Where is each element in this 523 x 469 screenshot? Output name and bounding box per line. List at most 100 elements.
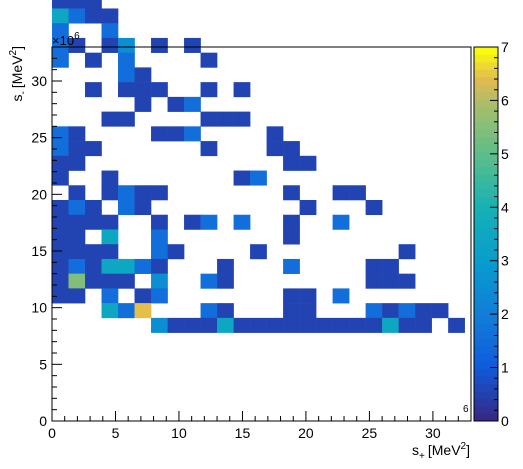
heatmap-cell: [415, 317, 432, 333]
heatmap-cell: [52, 258, 69, 274]
palette-swatch: [474, 226, 498, 235]
heatmap-cell: [52, 126, 69, 142]
palette-swatch: [474, 144, 498, 153]
x-tick-label: 0: [48, 425, 56, 441]
palette-swatch: [474, 308, 498, 317]
heatmap-cell: [184, 96, 201, 112]
heatmap-cell: [118, 200, 135, 216]
heatmap-cell: [299, 317, 317, 333]
plot-frame: [51, 46, 472, 422]
z-tick-label: 4: [501, 199, 509, 215]
heatmap-cell: [52, 288, 69, 304]
palette-swatch: [474, 91, 498, 100]
heatmap-cell: [118, 111, 135, 127]
heatmap-cell: [68, 244, 86, 260]
heatmap-cell: [151, 244, 168, 260]
heatmap-cell: [200, 82, 218, 98]
x-tick-label: 15: [235, 425, 251, 441]
palette-swatch: [474, 196, 498, 205]
heatmap-cell: [151, 214, 168, 230]
heatmap-cell: [200, 141, 218, 157]
heatmap-cell: [134, 258, 152, 274]
palette-swatch: [474, 271, 498, 280]
palette-swatch: [474, 398, 498, 407]
palette-swatch: [474, 69, 498, 78]
z-tick-label: 6: [501, 92, 509, 108]
palette-swatch: [474, 331, 498, 340]
heatmap-cell: [52, 52, 69, 68]
y-tick-label: 20: [31, 186, 47, 202]
palette-swatch: [474, 76, 498, 85]
heatmap-cells: [52, 0, 465, 333]
heatmap-cell: [134, 288, 152, 304]
heatmap-cell: [184, 214, 201, 230]
heatmap-cell: [52, 141, 69, 157]
heatmap-cell: [101, 185, 119, 201]
heatmap-cell: [85, 82, 102, 98]
palette-swatch: [474, 256, 498, 265]
heatmap-cell: [52, 0, 69, 9]
heatmap-cell: [167, 317, 185, 333]
y-axis-label: s-[MeV2]: [8, 46, 29, 101]
heatmap-cell: [332, 214, 350, 230]
heatmap-cell: [85, 273, 102, 289]
heatmap-cell: [85, 8, 102, 24]
heatmap-cell: [68, 8, 86, 24]
palette-frame: [473, 46, 499, 422]
heatmap-cell: [101, 37, 119, 53]
heatmap-cell: [85, 258, 102, 274]
palette-swatch: [474, 211, 498, 220]
heatmap-cell: [316, 317, 333, 333]
z-tick-label: 3: [501, 253, 509, 269]
heatmap-cell: [283, 229, 300, 245]
heatmap-cell: [101, 288, 119, 304]
palette-swatch: [474, 84, 498, 93]
palette-swatch: [474, 383, 498, 392]
palette-swatch: [474, 234, 498, 242]
y-tick-label: 5: [39, 356, 47, 372]
x-tick-label: 30: [425, 425, 441, 441]
heatmap-cell: [184, 317, 201, 333]
heatmap-cell: [68, 141, 86, 157]
heatmap-cell: [151, 185, 168, 201]
heatmap-cell: [151, 317, 168, 333]
palette-swatch: [474, 129, 498, 138]
x-axis-label: s+ [MeV2]: [412, 441, 470, 462]
heatmap-cell: [233, 214, 251, 230]
heatmap-cell: [184, 126, 201, 142]
heatmap-cell: [283, 155, 300, 171]
heatmap-cell: [68, 185, 86, 201]
heatmap-cell: [283, 185, 300, 201]
heatmap-cell: [365, 317, 383, 333]
palette-swatch: [474, 61, 498, 70]
heatmap-cell: [200, 317, 218, 333]
palette-swatch: [474, 151, 498, 160]
heatmap-cell: [68, 155, 86, 171]
heatmap-cell: [101, 229, 119, 245]
heatmap-cell: [382, 303, 399, 319]
color-palette: 0 1 2 3 4 5 6 7: [473, 39, 509, 429]
palette-swatch: [474, 406, 498, 414]
x-tick-label: 25: [362, 425, 378, 441]
heatmap-cell: [266, 317, 284, 333]
palette-swatch: [474, 263, 498, 272]
palette-swatch: [474, 204, 498, 212]
heatmap-cell: [382, 258, 399, 274]
heatmap-cell: [85, 0, 102, 9]
heatmap-cell: [134, 67, 152, 83]
heatmap-cell: [283, 141, 300, 157]
heatmap-cell: [250, 244, 267, 260]
x-tick-label: 10: [171, 425, 187, 441]
heatmap-cell: [118, 185, 135, 201]
heatmap-cell: [68, 229, 86, 245]
x-axis: 0 5 10 15 20 25 30: [48, 411, 472, 441]
heatmap-cell: [332, 185, 350, 201]
heatmap-cell: [68, 214, 86, 230]
heatmap-cell: [101, 8, 119, 24]
heatmap-cell: [200, 52, 218, 68]
heatmap-cell: [233, 170, 251, 186]
y-axis: 0 5 10 15 20 25 30: [31, 46, 62, 429]
heatmap-cell: [85, 200, 102, 216]
heatmap-cell: [200, 111, 218, 127]
heatmap-cell: [101, 23, 119, 39]
